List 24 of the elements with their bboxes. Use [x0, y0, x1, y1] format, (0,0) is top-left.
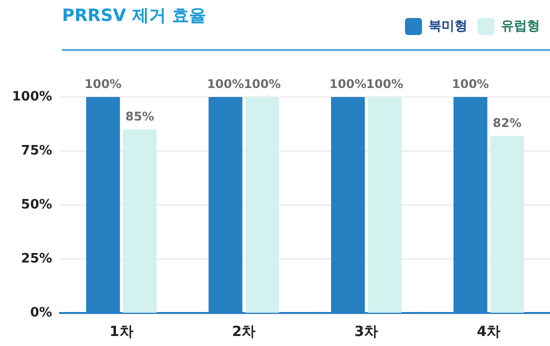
legend-label: 유럽형	[501, 18, 540, 34]
bar	[245, 97, 280, 313]
data-label: 100%	[366, 77, 404, 92]
y-tick-label: 25%	[21, 252, 52, 267]
data-label: 100%	[206, 77, 244, 92]
x-tick-label: 2차	[232, 324, 256, 340]
x-tick-label: 4차	[476, 324, 501, 340]
x-tick-label: 1차	[110, 324, 134, 340]
y-tick-label: 50%	[21, 197, 52, 212]
y-tick-label: 100%	[12, 89, 52, 104]
data-label: 100%	[244, 77, 281, 92]
data-label: 100%	[84, 77, 122, 92]
data-label: 100%	[329, 77, 366, 92]
data-label: 82%	[492, 116, 522, 130]
chart-title: PRRSV 제거 효율	[62, 5, 206, 27]
bar	[122, 129, 157, 313]
legend-label: 북미형	[428, 18, 468, 34]
bar	[368, 97, 402, 313]
y-tick-label: 0%	[30, 306, 52, 321]
bar	[490, 136, 524, 313]
data-label: 85%	[125, 110, 154, 124]
y-tick-label: 75%	[21, 143, 52, 158]
x-tick-label: 3차	[354, 324, 378, 340]
data-label: 100%	[452, 77, 489, 92]
